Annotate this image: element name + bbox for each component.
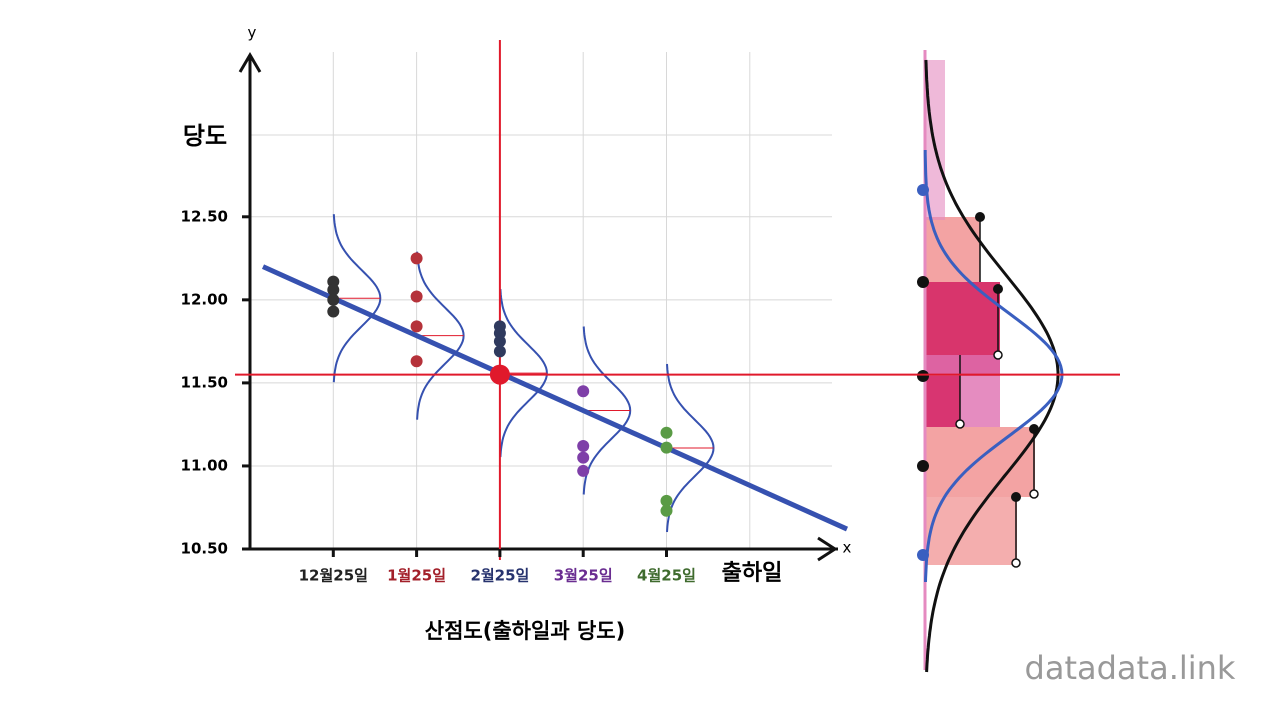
point xyxy=(660,441,673,454)
point xyxy=(493,345,506,358)
point xyxy=(493,327,506,340)
axes xyxy=(238,52,838,562)
chart-title: 산점도(출하일과 당도) xyxy=(425,619,625,643)
point xyxy=(493,335,506,348)
y-tick-label: 10.50 xyxy=(181,540,228,558)
band xyxy=(925,427,1035,497)
y-tick-label: 12.00 xyxy=(181,290,228,308)
point xyxy=(577,464,590,477)
x-tick-label: 2월25일 xyxy=(470,567,529,585)
point xyxy=(660,426,673,439)
point xyxy=(660,504,673,517)
point xyxy=(327,305,340,318)
point xyxy=(577,451,590,464)
point xyxy=(410,290,423,303)
point xyxy=(410,320,423,333)
mean-point xyxy=(489,364,510,385)
panel-curve xyxy=(924,59,1060,673)
point xyxy=(660,494,673,507)
point xyxy=(327,293,340,306)
point xyxy=(577,440,590,453)
point xyxy=(327,275,340,288)
band xyxy=(925,497,1017,565)
band xyxy=(925,376,960,427)
y-tick-label: 11.50 xyxy=(181,373,228,391)
y-axis-title: 당도 xyxy=(183,122,227,150)
point xyxy=(410,252,423,265)
x-axis-letter: x xyxy=(843,539,852,557)
point xyxy=(327,283,340,296)
trend-line xyxy=(261,264,849,532)
panel-open-dots xyxy=(955,350,1039,568)
y-axis-letter: y xyxy=(248,24,257,42)
panel-curve xyxy=(923,150,1064,583)
distribution-panel xyxy=(917,50,1064,673)
watermark: datadata.link xyxy=(1025,649,1236,687)
connectors xyxy=(959,217,1035,563)
point xyxy=(577,385,590,398)
x-tick-label: 12월25일 xyxy=(299,567,368,585)
x-axis-title: 출하일 xyxy=(722,561,783,586)
x-tick-label: 4월25일 xyxy=(637,567,696,585)
y-tick-label: 12.50 xyxy=(181,207,228,225)
x-tick-label: 1월25일 xyxy=(387,567,446,585)
y-tick-label: 11.00 xyxy=(181,456,228,474)
x-tick-label: 3월25일 xyxy=(554,567,613,585)
panel-dots xyxy=(917,212,1039,502)
point xyxy=(410,355,423,368)
